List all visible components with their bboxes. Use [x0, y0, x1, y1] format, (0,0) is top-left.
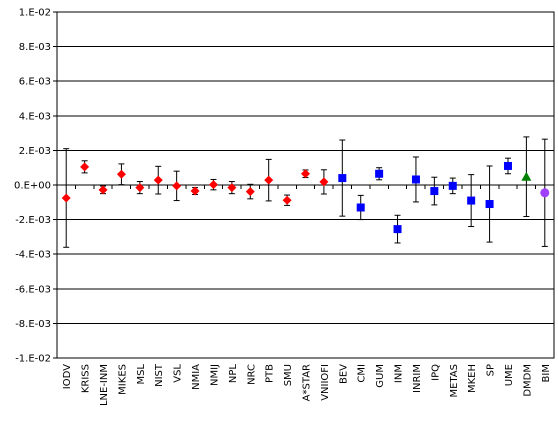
x-category-label: METAS — [449, 364, 460, 397]
data-point — [208, 180, 218, 190]
data-point — [116, 169, 126, 179]
data-point — [393, 225, 402, 234]
x-category-label: GUM — [375, 364, 386, 388]
x-category-label: IODV — [62, 364, 73, 389]
x-category-label: SMU — [283, 364, 294, 386]
data-point — [467, 196, 476, 205]
data-point — [80, 162, 90, 172]
y-tick-label: 0.E+00 — [14, 181, 51, 192]
x-category-label: CMI — [357, 364, 368, 383]
data-point — [521, 171, 532, 181]
data-point — [264, 175, 274, 185]
data-point — [227, 183, 237, 193]
data-point — [448, 181, 457, 190]
x-category-label: NPL — [228, 364, 239, 384]
data-point — [135, 183, 145, 193]
x-category-label: VNIIOFI — [320, 364, 331, 401]
x-category-label: MSL — [136, 364, 147, 385]
x-category-label: BEV — [338, 364, 349, 384]
data-point — [540, 188, 550, 198]
x-category-label: NMIA — [191, 364, 202, 390]
x-category-label: VSL — [173, 364, 184, 383]
y-tick-label: -1.E-02 — [15, 354, 51, 365]
y-tick-label: -8.E-03 — [15, 319, 51, 330]
y-tick-label: -4.E-03 — [15, 250, 51, 261]
x-category-label: LNE-INM — [99, 364, 110, 406]
x-category-label: MIKES — [117, 364, 128, 395]
x-category-label: SP — [486, 364, 497, 376]
x-category-label: MKEH — [467, 364, 478, 393]
y-tick-label: 2.E-03 — [19, 146, 51, 157]
data-point — [375, 169, 384, 178]
x-category-label: IPQ — [430, 364, 441, 381]
y-tick-label: 6.E-03 — [19, 77, 51, 88]
data-point — [503, 161, 512, 170]
x-category-label: INRIM — [412, 364, 423, 393]
x-category-label: NIST — [154, 363, 165, 387]
y-tick-label: -2.E-03 — [15, 215, 51, 226]
data-point — [430, 187, 439, 196]
data-point — [411, 175, 420, 184]
data-point — [153, 175, 163, 185]
y-tick-label: 4.E-03 — [19, 111, 51, 122]
x-category-label: NRC — [246, 364, 257, 385]
data-point — [282, 195, 292, 205]
x-category-label: UME — [504, 364, 515, 386]
data-point — [356, 203, 365, 212]
data-point — [319, 177, 329, 187]
x-category-label: DMDM — [522, 364, 533, 397]
data-point — [61, 193, 71, 203]
data-point — [98, 185, 108, 195]
x-category-label: BIM — [541, 364, 552, 382]
x-category-label: PTB — [265, 364, 276, 383]
y-tick-label: -6.E-03 — [15, 284, 51, 295]
x-category-label: NMIJ — [209, 364, 220, 386]
data-point — [190, 186, 200, 196]
data-point — [172, 181, 182, 191]
x-category-label: INM — [394, 364, 405, 383]
data-point — [245, 187, 255, 197]
x-category-label: A*STAR — [302, 364, 313, 401]
y-tick-label: 1.E-02 — [19, 8, 51, 19]
data-point — [338, 174, 347, 183]
data-point — [301, 169, 310, 179]
data-point — [485, 200, 494, 209]
x-category-label: KRISS — [81, 364, 92, 393]
y-tick-label: 8.E-03 — [19, 42, 51, 53]
